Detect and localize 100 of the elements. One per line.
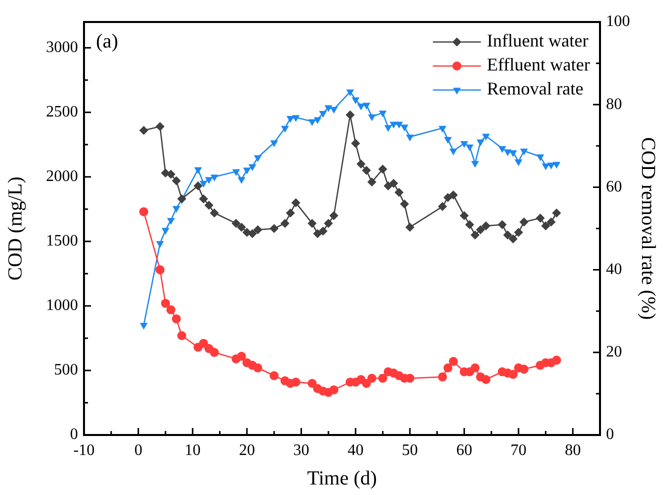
point	[400, 124, 408, 132]
point	[167, 218, 175, 225]
point	[389, 178, 398, 188]
point	[194, 167, 202, 174]
x-tick-label: 40	[348, 442, 364, 459]
legend-label: Effluent water	[486, 54, 590, 75]
point	[346, 110, 355, 120]
point	[253, 225, 262, 234]
point	[204, 200, 214, 210]
point	[248, 164, 256, 172]
y2-tick-label: 80	[606, 96, 622, 113]
point	[286, 208, 295, 218]
point	[270, 224, 279, 233]
point	[156, 122, 165, 132]
x-tick-label: 60	[456, 442, 472, 459]
point	[238, 177, 246, 184]
point	[356, 159, 366, 168]
point	[177, 194, 186, 204]
x-tick-label: 80	[564, 442, 581, 459]
point	[270, 140, 278, 148]
point	[470, 363, 480, 372]
y-axis-title: COD (mg/L)	[4, 176, 26, 280]
point	[308, 119, 316, 126]
point	[198, 338, 208, 348]
point	[362, 102, 370, 110]
point	[546, 218, 556, 227]
point	[291, 198, 300, 208]
point	[232, 218, 241, 228]
point	[378, 164, 388, 174]
point	[210, 174, 218, 182]
x-tick-label: 20	[238, 442, 255, 459]
point	[324, 218, 333, 228]
point	[552, 208, 562, 218]
point	[448, 190, 458, 200]
point	[470, 230, 480, 240]
point	[139, 207, 148, 216]
point	[509, 150, 517, 158]
x-tick-label: 50	[402, 442, 418, 459]
y-tick-label: 500	[54, 362, 78, 379]
point	[460, 141, 468, 148]
point	[552, 356, 562, 365]
point	[237, 222, 246, 232]
x-tick-label: 30	[293, 442, 310, 459]
point	[232, 169, 240, 176]
point	[541, 221, 550, 230]
point	[357, 104, 365, 110]
point	[281, 126, 289, 133]
point	[314, 117, 322, 124]
point	[329, 211, 338, 220]
point	[172, 314, 181, 324]
point	[514, 228, 524, 237]
x-tick-label: 10	[184, 442, 201, 459]
point	[156, 241, 164, 248]
y2-tick-label: 60	[606, 178, 622, 196]
point	[384, 125, 392, 132]
point	[210, 208, 219, 218]
point	[254, 155, 262, 162]
point	[324, 105, 332, 112]
point	[352, 97, 360, 104]
y2-tick-label: 40	[606, 261, 622, 278]
point	[200, 180, 208, 188]
legend-label: Removal rate	[486, 78, 584, 99]
point	[519, 218, 528, 227]
point	[378, 110, 387, 118]
legend-label: Influent water	[486, 30, 588, 51]
point	[476, 225, 486, 234]
point	[400, 199, 409, 208]
point	[471, 160, 479, 168]
point	[319, 111, 327, 118]
y-tick-label: 1500	[46, 232, 78, 250]
point	[368, 114, 376, 122]
point	[438, 372, 447, 382]
point	[308, 218, 317, 228]
point	[318, 226, 328, 236]
point	[367, 178, 376, 187]
point	[172, 176, 181, 186]
point	[362, 166, 371, 175]
point	[394, 188, 404, 197]
point	[504, 149, 512, 156]
x-axis-title: Time (d)	[307, 467, 377, 490]
point	[351, 138, 360, 148]
x-tick-label: -10	[73, 442, 95, 459]
x-tick-label: 0	[134, 442, 142, 459]
x-tick-label: 70	[510, 442, 527, 459]
point	[270, 371, 279, 380]
point	[476, 140, 484, 146]
y-tick-label: 3000	[46, 39, 78, 56]
point	[449, 148, 458, 156]
point	[329, 385, 338, 394]
point	[438, 202, 447, 212]
point	[405, 222, 414, 232]
point	[552, 162, 560, 169]
point	[460, 211, 469, 220]
point	[177, 331, 186, 340]
y2-axis-title: COD removal rate (%)	[636, 137, 659, 320]
point	[308, 378, 317, 388]
point	[194, 181, 203, 190]
point	[395, 122, 403, 129]
point	[253, 363, 262, 372]
point	[465, 220, 474, 230]
